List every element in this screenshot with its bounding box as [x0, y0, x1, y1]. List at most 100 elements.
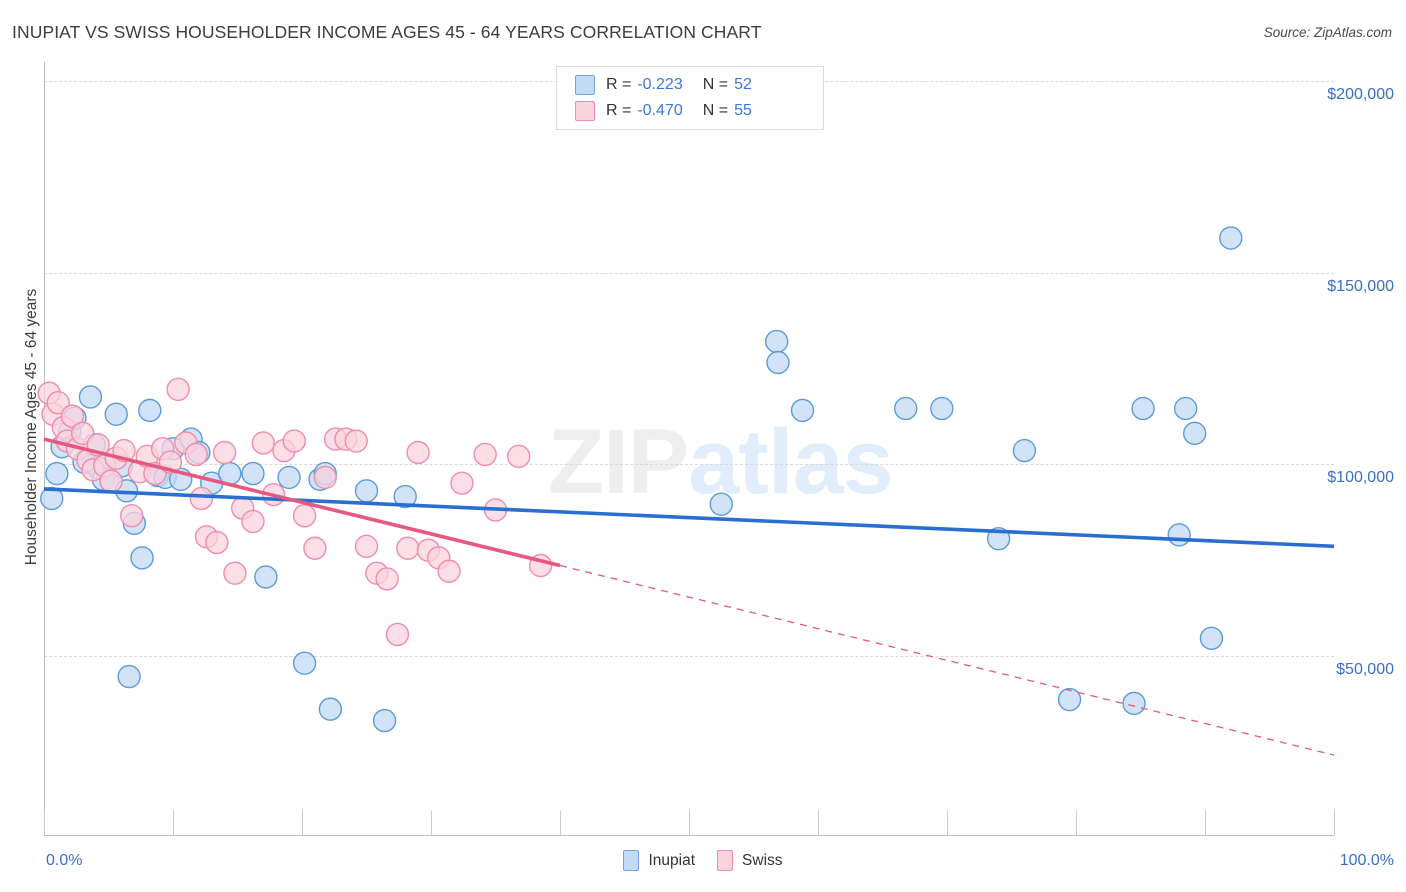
x-axis-label-max: 100.0%	[1339, 852, 1394, 869]
x-axis-tick	[689, 810, 690, 835]
y-axis-tick-label: $200,000	[1327, 86, 1394, 103]
x-axis-tick	[431, 810, 432, 835]
data-point-swiss[interactable]	[205, 530, 229, 555]
series-label-swiss: Swiss	[742, 851, 783, 869]
data-point-inupiat[interactable]	[117, 664, 141, 689]
x-axis-label-min: 0.0%	[46, 852, 83, 869]
legend-n-value-inupiat: 52	[734, 76, 752, 93]
legend-n-key-swiss: N =	[702, 102, 729, 119]
data-point-swiss[interactable]	[46, 391, 70, 415]
data-point-swiss[interactable]	[354, 534, 379, 559]
data-point-inupiat[interactable]	[277, 465, 301, 490]
legend-row-swiss: R = -0.470 N = 55	[575, 98, 752, 124]
data-point-inupiat[interactable]	[1199, 626, 1224, 650]
data-point-swiss[interactable]	[99, 469, 123, 493]
data-point-swiss[interactable]	[60, 404, 85, 428]
data-point-inupiat[interactable]	[241, 461, 265, 486]
legend-r-value-swiss: -0.470	[637, 102, 683, 119]
series-label-inupiat: Inupiat	[648, 851, 696, 869]
page-title: INUPIAT VS SWISS HOUSEHOLDER INCOME AGES…	[12, 22, 762, 42]
data-point-inupiat[interactable]	[138, 398, 162, 423]
gridline	[44, 464, 1334, 465]
data-point-swiss[interactable]	[507, 444, 531, 469]
gridline	[44, 655, 1334, 657]
data-point-inupiat[interactable]	[354, 479, 379, 503]
data-point-inupiat[interactable]	[766, 350, 790, 375]
data-point-inupiat[interactable]	[104, 402, 128, 426]
y-axis-line	[44, 62, 45, 835]
x-axis-tick	[1334, 810, 1335, 835]
legend-n-value-swiss: 55	[734, 102, 752, 119]
gridline	[44, 272, 1334, 274]
data-point-inupiat[interactable]	[1173, 396, 1198, 421]
data-point-inupiat[interactable]	[894, 396, 918, 421]
series-swatch-swiss	[717, 850, 734, 871]
y-axis-tick-label: $150,000	[1327, 277, 1394, 295]
series-legend-item-inupiat[interactable]: Inupiat	[623, 850, 695, 871]
data-point-swiss[interactable]	[375, 567, 399, 591]
data-point-swiss[interactable]	[120, 504, 144, 528]
correlation-legend: R = -0.223 N = 52 R = -0.470 N = 55	[556, 66, 824, 130]
data-point-inupiat[interactable]	[292, 651, 317, 675]
data-point-inupiat[interactable]	[1167, 523, 1191, 547]
data-point-inupiat[interactable]	[45, 461, 69, 486]
data-point-inupiat[interactable]	[790, 398, 815, 423]
legend-r-value-inupiat: -0.223	[637, 76, 683, 93]
data-point-inupiat[interactable]	[930, 396, 954, 421]
data-point-inupiat[interactable]	[78, 385, 103, 409]
trendline-extension-swiss	[559, 564, 1335, 756]
data-point-swiss[interactable]	[313, 465, 337, 490]
x-axis-tick	[818, 810, 819, 835]
data-point-inupiat[interactable]	[1182, 421, 1207, 446]
data-point-swiss[interactable]	[251, 431, 275, 455]
legend-swatch-swiss	[575, 101, 595, 121]
data-point-inupiat[interactable]	[1057, 687, 1082, 712]
data-point-swiss[interactable]	[406, 440, 430, 465]
data-point-swiss[interactable]	[166, 377, 190, 402]
data-point-swiss[interactable]	[282, 429, 306, 453]
series-swatch-inupiat	[623, 850, 640, 871]
series-legend-item-swiss[interactable]: Swiss	[717, 850, 783, 871]
data-point-swiss[interactable]	[223, 561, 247, 585]
data-point-swiss[interactable]	[303, 536, 327, 560]
data-point-swiss[interactable]	[473, 442, 497, 467]
data-point-inupiat[interactable]	[1219, 226, 1243, 250]
legend-r-key-swiss: R =	[606, 102, 632, 119]
data-point-inupiat[interactable]	[318, 697, 343, 721]
legend-r-key-inupiat: R =	[606, 76, 632, 93]
data-point-swiss[interactable]	[450, 471, 474, 495]
data-point-swiss[interactable]	[437, 559, 461, 583]
x-axis-tick	[173, 810, 174, 835]
legend-row-inupiat: R = -0.223 N = 52	[575, 72, 752, 98]
data-point-inupiat[interactable]	[393, 484, 417, 509]
data-point-inupiat[interactable]	[372, 708, 397, 733]
data-point-inupiat[interactable]	[254, 565, 278, 589]
data-point-swiss[interactable]	[241, 509, 265, 534]
x-axis-tick	[947, 810, 948, 835]
data-point-swiss[interactable]	[212, 440, 237, 465]
data-point-swiss[interactable]	[396, 536, 420, 560]
data-point-swiss[interactable]	[385, 622, 410, 647]
trendline-inupiat	[43, 487, 1335, 549]
data-point-swiss[interactable]	[189, 486, 214, 511]
x-axis-tick	[44, 810, 45, 835]
y-axis-tick-label: $100,000	[1327, 469, 1394, 486]
y-axis-tick-label: $50,000	[1336, 660, 1394, 678]
trendline-swiss	[43, 437, 561, 568]
legend-swatch-inupiat	[575, 75, 595, 95]
data-point-inupiat[interactable]	[1131, 396, 1155, 421]
data-point-inupiat[interactable]	[130, 546, 154, 570]
data-point-swiss[interactable]	[292, 504, 317, 528]
x-axis-tick	[1076, 810, 1077, 835]
x-axis-line	[44, 835, 1334, 836]
data-point-inupiat[interactable]	[765, 329, 789, 354]
data-point-swiss[interactable]	[344, 429, 368, 453]
data-point-inupiat[interactable]	[1012, 438, 1037, 463]
data-point-swiss[interactable]	[184, 442, 208, 467]
source-attribution: Source: ZipAtlas.com	[1263, 25, 1392, 40]
data-point-inupiat[interactable]	[709, 492, 733, 516]
x-axis-tick	[1205, 810, 1206, 835]
data-point-inupiat[interactable]	[1122, 691, 1146, 716]
